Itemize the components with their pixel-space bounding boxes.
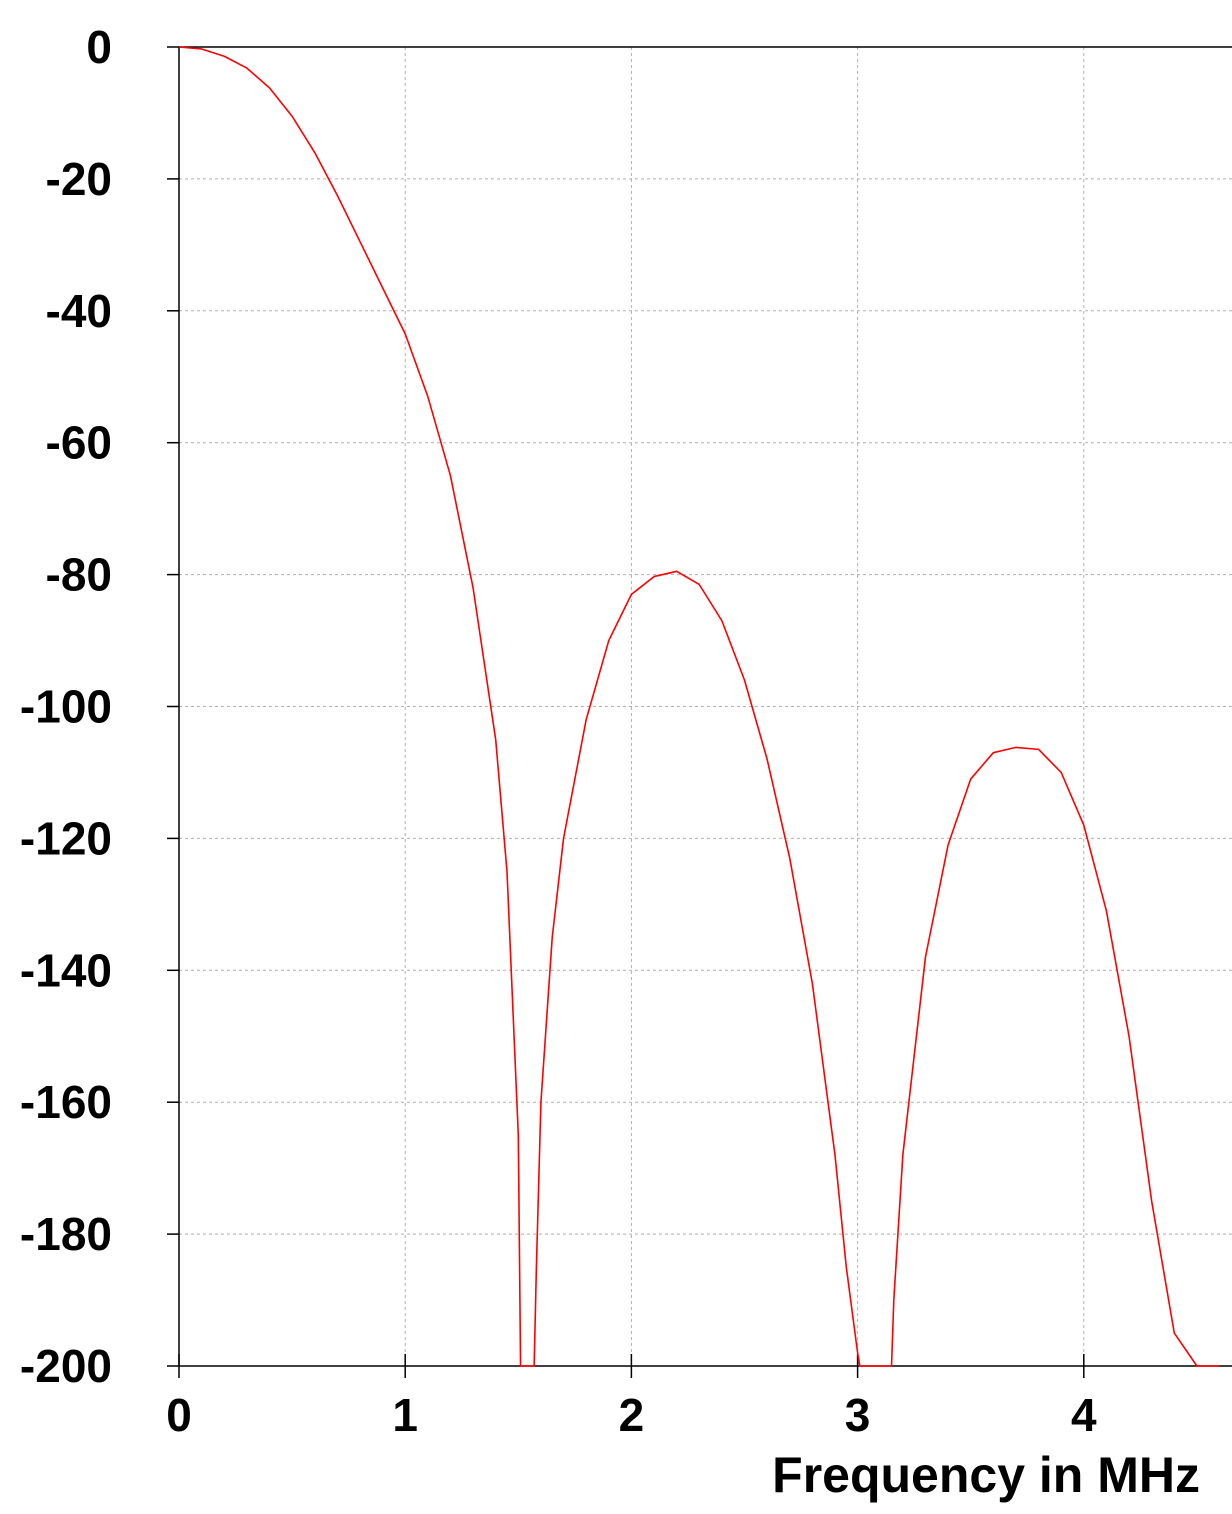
x-tick-label: 1 [392,1389,418,1441]
series-line [178,46,1220,1367]
y-tick-label: -80 [46,549,112,601]
y-tick-label: -20 [46,153,112,205]
series-layer [178,46,1220,1367]
y-tick-label: -140 [20,944,112,996]
x-axis-label: Frequency in MHz [772,1447,1200,1503]
y-tick-label: -40 [46,285,112,337]
y-tick-label: 0 [86,21,112,73]
y-tick-label: -60 [46,417,112,469]
y-tick-labels: 0 -20 -40 -60 -80 -100 -120 -140 -160 -180 -200 [20,21,112,1392]
x-tick-label: 2 [619,1389,645,1441]
y-tick-label: -200 [20,1340,112,1392]
y-tick-label: -160 [20,1076,112,1128]
y-tick-label: -180 [20,1208,112,1260]
axes [167,46,1232,1378]
grid [179,47,1232,1366]
x-tick-label: 0 [166,1389,192,1441]
x-tick-label: 4 [1071,1389,1097,1441]
x-tick-label: 3 [845,1389,871,1441]
y-tick-label: -120 [20,812,112,864]
x-tick-labels: 0 1 2 3 4 [166,1389,1097,1441]
y-tick-label: -100 [20,681,112,733]
